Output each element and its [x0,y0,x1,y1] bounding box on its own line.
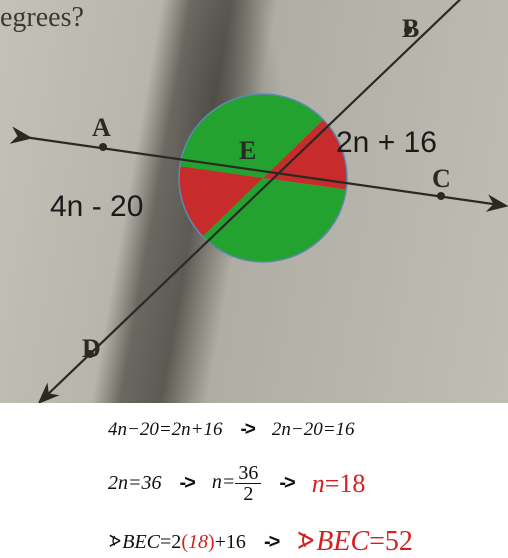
arrow-icon: -> [279,472,293,495]
geometry-photo-region: egrees? A B C D E 2n + 16 4n - 20 [0,0,508,403]
arrow-icon: -> [264,531,278,554]
eq-step1-left: 4n−20=2n+16 [108,419,222,441]
angle-icon: ∢ [108,532,122,552]
eq-step3-left: ∢BEC=2(18)+16 [108,531,246,554]
point-a-dot [99,143,107,151]
result-angle: ∢BEC=52 [296,526,413,558]
point-e-label: E [239,136,256,166]
result-n: n=18 [312,469,366,499]
eighteen: 18 [188,531,208,553]
worked-solution: 4n−20=2n+16 -> 2n−20=16 2n=36 -> n=362 -… [0,403,508,555]
fraction: 362 [235,463,261,504]
eq-step1-right: 2n−20=16 [272,419,355,441]
point-b-label: B [402,14,419,44]
work-row-1: 4n−20=2n+16 -> 2n−20=16 [0,419,508,441]
eq-step2-prefix: n= [212,471,236,493]
eq-step2-mid: n=362 [212,463,262,504]
arrow-icon: -> [180,472,194,495]
expr-right: 2n + 16 [336,126,437,160]
expr-left: 4n - 20 [50,190,143,224]
work-row-2: 2n=36 -> n=362 -> n=18 [0,463,508,504]
point-d-label: D [82,334,101,364]
work-row-3: ∢BEC=2(18)+16 -> ∢BEC=52 [0,526,508,558]
angle-icon: ∢ [296,527,316,556]
point-c-label: C [432,164,451,194]
angle-circle [179,94,347,262]
fraction-num: 36 [235,463,261,484]
eq-step2-left: 2n=36 [108,472,162,495]
question-fragment: egrees? [0,2,84,34]
fraction-den: 2 [240,484,256,504]
point-a-label: A [92,113,111,143]
arrow-icon: -> [240,419,253,441]
